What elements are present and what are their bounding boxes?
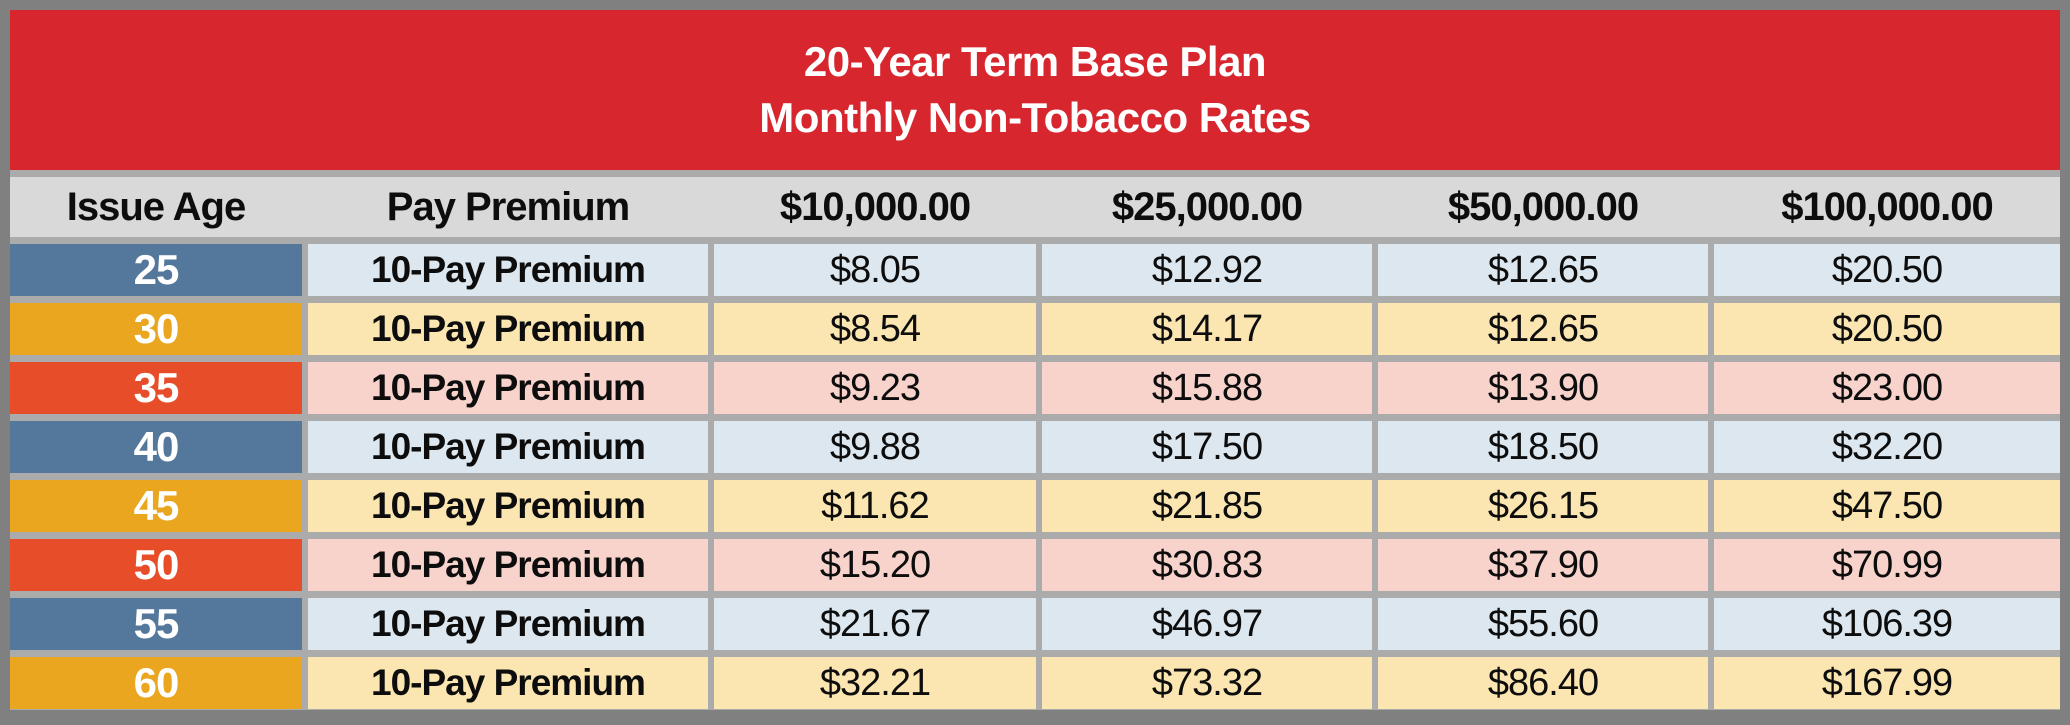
rate-cell: $55.60 [1378, 598, 1708, 650]
premium-type-cell: 10-Pay Premium [308, 480, 708, 532]
rate-cell: $8.54 [714, 303, 1036, 355]
table-row: 35 10-Pay Premium $9.23 $15.88 $13.90 $23.00 [10, 362, 2060, 414]
rate-cell: $70.99 [1714, 539, 2060, 591]
rate-cell: $73.32 [1042, 657, 1372, 709]
table-row: 60 10-Pay Premium $32.21 $73.32 $86.40 $167.9… [10, 657, 2060, 709]
rate-cell: $18.50 [1378, 421, 1708, 473]
rate-cell: $11.62 [714, 480, 1036, 532]
col-header-50000: $50,000.00 [1447, 184, 1639, 229]
rate-cell: $12.92 [1042, 244, 1372, 296]
rate-cell: $12.65 [1378, 244, 1708, 296]
issue-age-cell: 55 [10, 598, 302, 650]
issue-age-cell: 25 [10, 244, 302, 296]
premium-type-cell: 10-Pay Premium [308, 362, 708, 414]
rate-cell: $20.50 [1714, 303, 2060, 355]
premium-type-cell: 10-Pay Premium [308, 303, 708, 355]
issue-age-cell: 35 [10, 362, 302, 414]
table-row: 30 10-Pay Premium $8.54 $14.17 $12.65 $20.50 [10, 303, 2060, 355]
column-header-row: Issue Age Pay Premium $10,000.00 $25,000… [10, 177, 2060, 237]
col-header-pay-premium: Pay Premium [386, 184, 630, 229]
issue-age-cell: 40 [10, 421, 302, 473]
rate-cell: $46.97 [1042, 598, 1372, 650]
col-header-10000: $10,000.00 [779, 184, 971, 229]
rate-cell: $15.20 [714, 539, 1036, 591]
rate-cell: $23.00 [1714, 362, 2060, 414]
rate-cell: $8.05 [714, 244, 1036, 296]
premium-type-cell: 10-Pay Premium [308, 421, 708, 473]
table-row: 55 10-Pay Premium $21.67 $46.97 $55.60 $106.3… [10, 598, 2060, 650]
premium-type-cell: 10-Pay Premium [308, 598, 708, 650]
rate-cell: $47.50 [1714, 480, 2060, 532]
premium-type-cell: 10-Pay Premium [308, 657, 708, 709]
table-row: 50 10-Pay Premium $15.20 $30.83 $37.90 $70.99 [10, 539, 2060, 591]
title-line-1: 20-Year Term Base Plan [803, 37, 1267, 85]
rate-cell: $20.50 [1714, 244, 2060, 296]
rate-cell: $26.15 [1378, 480, 1708, 532]
rate-cell: $86.40 [1378, 657, 1708, 709]
rate-cell: $15.88 [1042, 362, 1372, 414]
rate-cell: $167.99 [1714, 657, 2060, 709]
rate-cell: $106.39 [1714, 598, 2060, 650]
premium-type-cell: 10-Pay Premium [308, 539, 708, 591]
rate-cell: $30.83 [1042, 539, 1372, 591]
rate-cell: $17.50 [1042, 421, 1372, 473]
rate-cell: $13.90 [1378, 362, 1708, 414]
issue-age-cell: 50 [10, 539, 302, 591]
rate-cell: $32.20 [1714, 421, 2060, 473]
issue-age-cell: 45 [10, 480, 302, 532]
title-banner: 20-Year Term Base Plan Monthly Non-Tobac… [10, 10, 2060, 170]
rate-cell: $21.67 [714, 598, 1036, 650]
rate-cell: $32.21 [714, 657, 1036, 709]
rate-cell: $14.17 [1042, 303, 1372, 355]
rate-cell: $21.85 [1042, 480, 1372, 532]
col-header-100000: $100,000.00 [1781, 184, 1993, 229]
rate-cell: $37.90 [1378, 539, 1708, 591]
rate-cell: $12.65 [1378, 303, 1708, 355]
rate-cell: $9.23 [714, 362, 1036, 414]
rate-table: 20-Year Term Base Plan Monthly Non-Tobac… [10, 10, 2060, 710]
col-header-issue-age: Issue Age [66, 184, 246, 229]
table-row: 40 10-Pay Premium $9.88 $17.50 $18.50 $32.20 [10, 421, 2060, 473]
rate-cell: $9.88 [714, 421, 1036, 473]
col-header-25000: $25,000.00 [1111, 184, 1303, 229]
title-line-2: Monthly Non-Tobacco Rates [759, 94, 1311, 141]
table-row: 25 10-Pay Premium $8.05 $12.92 $12.65 $20.50 [10, 244, 2060, 296]
premium-type-cell: 10-Pay Premium [308, 244, 708, 296]
issue-age-cell: 30 [10, 303, 302, 355]
table-row: 45 10-Pay Premium $11.62 $21.85 $26.15 $47.50 [10, 480, 2060, 532]
issue-age-cell: 60 [10, 657, 302, 709]
